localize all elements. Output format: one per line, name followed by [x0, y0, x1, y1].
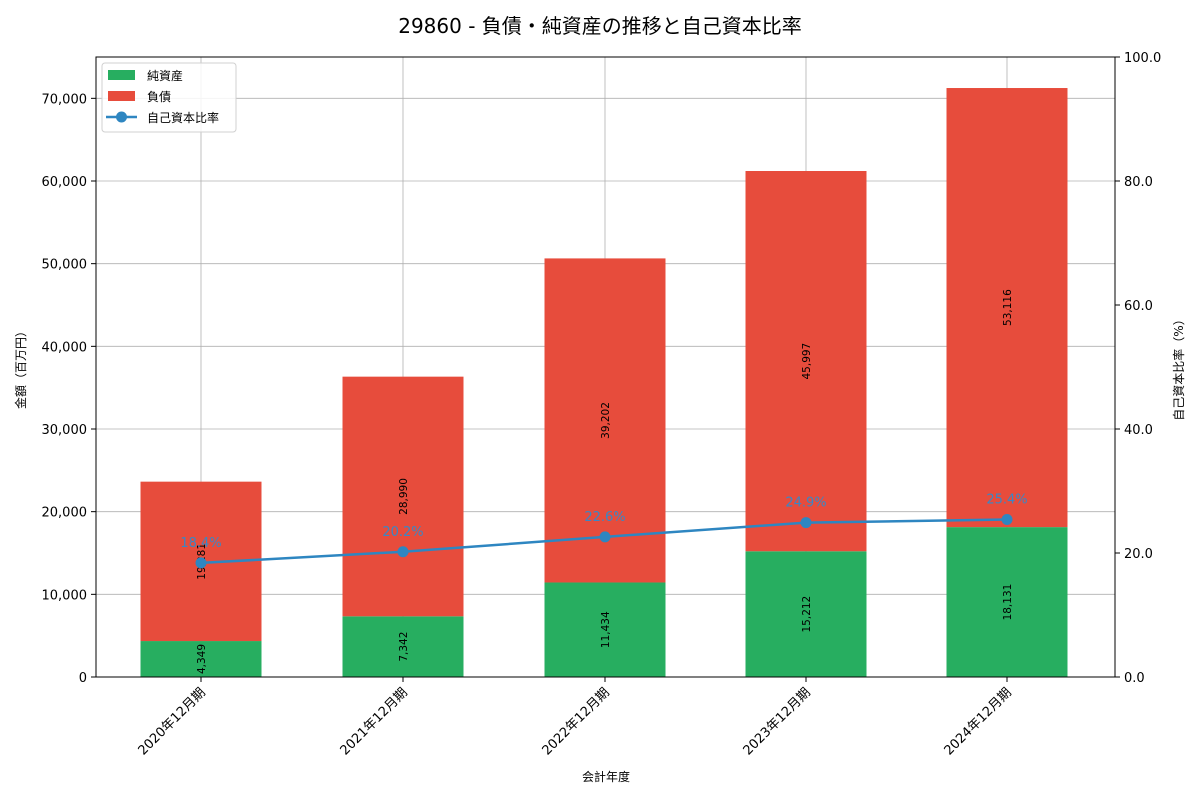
legend-swatch-liabilities — [108, 91, 135, 101]
tick-label-bottom: 2024年12月期 — [942, 685, 1015, 758]
tick-label-right: 80.0 — [1124, 175, 1153, 190]
legend-marker-ratio — [116, 111, 127, 123]
ratio-marker — [397, 546, 409, 558]
tick-label-left: 20,000 — [42, 506, 88, 521]
y-axis-left-label: 金額（百万円） — [13, 325, 28, 409]
bar-label-liabilities: 39,202 — [600, 402, 612, 439]
chart-title: 29860 - 負債・純資産の推移と自己資本比率 — [398, 14, 802, 38]
bar-label-liabilities: 45,997 — [801, 343, 813, 380]
bar-label-liabilities: 28,990 — [398, 478, 410, 515]
bars: 4,34919,2817,34228,99011,43439,20215,212… — [140, 88, 1068, 677]
bar-label-net-assets: 7,342 — [398, 632, 410, 662]
tick-label-right: 100.0 — [1124, 51, 1161, 66]
ratio-label: 20.2% — [382, 525, 423, 540]
tick-label-left: 70,000 — [42, 92, 88, 107]
tick-label-left: 40,000 — [42, 340, 88, 355]
tick-label-bottom: 2020年12月期 — [136, 685, 209, 758]
legend: 純資産 負債 自己資本比率 — [101, 62, 237, 133]
bar-label-net-assets: 15,212 — [801, 596, 813, 633]
bar-liabilities — [544, 258, 666, 583]
bar-net-assets — [342, 616, 464, 677]
bar-net-assets — [946, 527, 1068, 677]
ratio-line: 18.4% 20.2% 22.6% 24.9% 25.4% — [180, 493, 1028, 569]
legend-label-ratio: 自己資本比率 — [147, 110, 219, 125]
bar-label-liabilities: 53,116 — [1002, 289, 1014, 326]
tick-label-left: 60,000 — [42, 175, 88, 190]
tick-label-bottom: 2023年12月期 — [741, 685, 814, 758]
bar-liabilities — [342, 376, 464, 617]
ratio-label: 18.4% — [180, 536, 221, 551]
x-axis-label: 会計年度 — [582, 769, 630, 784]
ratio-label: 25.4% — [986, 493, 1027, 508]
bar-net-assets — [140, 641, 262, 677]
tick-label-right: 60.0 — [1124, 299, 1153, 314]
tick-label-left: 30,000 — [42, 423, 88, 438]
bar-liabilities — [745, 171, 867, 552]
legend-label-net-assets: 純資産 — [147, 68, 183, 83]
ratio-marker — [195, 557, 207, 569]
tick-label-left: 10,000 — [42, 588, 88, 603]
tick-label-left: 50,000 — [42, 258, 88, 273]
bar-net-assets — [745, 551, 867, 677]
bar-label-net-assets: 11,434 — [600, 611, 612, 648]
tick-label-bottom: 2021年12月期 — [338, 685, 411, 758]
ratio-marker — [1001, 514, 1013, 526]
tick-label-bottom: 2022年12月期 — [540, 685, 613, 758]
bar-liabilities — [946, 88, 1068, 528]
legend-box — [101, 62, 237, 133]
bar-label-net-assets: 4,349 — [196, 644, 208, 674]
tick-label-left: 0 — [79, 671, 87, 686]
bar-net-assets — [544, 582, 666, 677]
tick-label-right: 0.0 — [1124, 671, 1145, 686]
ratio-label: 22.6% — [584, 510, 625, 525]
y-axis-right-label: 自己資本比率（%） — [1171, 313, 1186, 420]
tick-label-right: 20.0 — [1124, 547, 1153, 562]
ratio-label: 24.9% — [785, 496, 826, 511]
ratio-marker — [800, 517, 812, 529]
legend-label-liabilities: 負債 — [147, 89, 171, 104]
bar-label-net-assets: 18,131 — [1002, 584, 1014, 621]
legend-swatch-net-assets — [108, 70, 135, 80]
tick-label-right: 40.0 — [1124, 423, 1153, 438]
ratio-marker — [599, 531, 611, 543]
